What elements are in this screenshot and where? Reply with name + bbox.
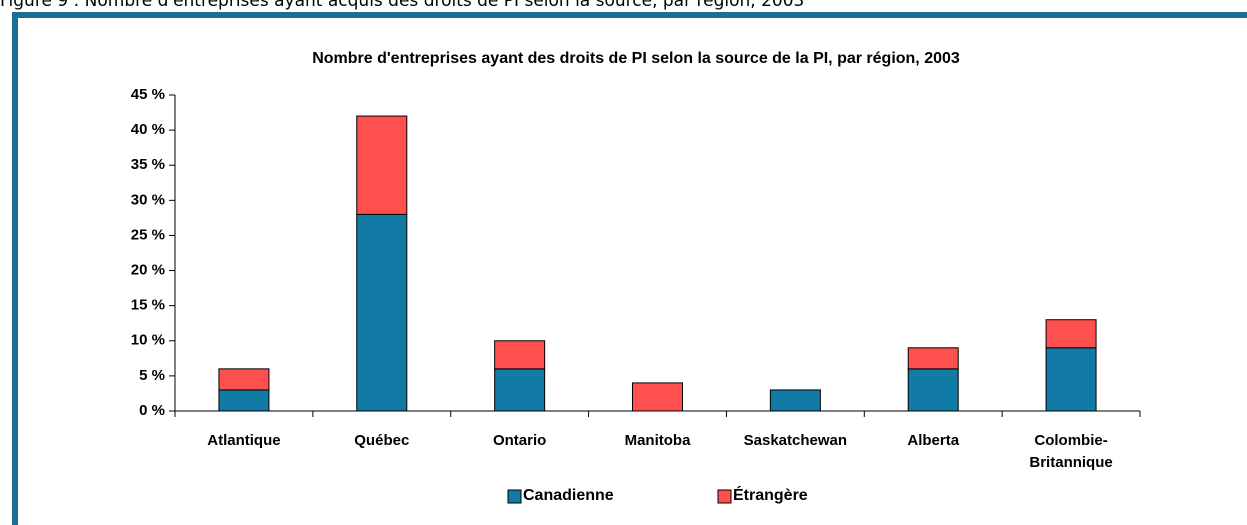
- x-tick-label: Québec: [354, 432, 410, 449]
- x-tick-label: Saskatchewan: [743, 432, 848, 449]
- legend-label: Canadienne: [523, 487, 614, 504]
- bar-segment: [769, 389, 821, 412]
- bar-segment: [218, 389, 270, 412]
- y-tick-label: 45 %: [131, 86, 165, 103]
- legend-swatch: [507, 489, 522, 504]
- y-tick-label: 30 %: [131, 191, 165, 208]
- bar-segment: [907, 368, 959, 412]
- y-tick-label: 40 %: [131, 121, 165, 138]
- legend-swatch: [717, 489, 732, 504]
- y-tick-label: 20 %: [131, 262, 165, 279]
- bar-segment: [356, 115, 408, 215]
- bar-segment: [356, 213, 408, 412]
- x-tick-label: Manitoba: [624, 432, 691, 449]
- bar-segment: [494, 368, 546, 412]
- y-tick-label: 0 %: [139, 402, 165, 419]
- bar-segment: [218, 368, 270, 391]
- y-tick-label: 5 %: [139, 367, 165, 384]
- frame-border: [12, 12, 1247, 18]
- figure-caption: Figure 9 : Nombre d'entreprises ayant ac…: [0, 0, 805, 11]
- bar-segment: [494, 340, 546, 370]
- y-tick-label: 25 %: [131, 226, 165, 243]
- x-tick-label: Colombie-Britannique: [1029, 432, 1113, 471]
- x-tick-label: Alberta: [907, 432, 960, 449]
- legend-label: Étrangère: [733, 487, 808, 504]
- bar-segment: [632, 382, 683, 412]
- y-tick-label: 10 %: [131, 332, 165, 349]
- x-tick-label: Atlantique: [207, 432, 281, 449]
- y-tick-label: 35 %: [131, 156, 165, 173]
- bar-segment: [1045, 347, 1097, 412]
- x-tick-label: Ontario: [492, 432, 547, 449]
- bar-segment: [1045, 319, 1097, 349]
- chart-title: Nombre d'entreprises ayant des droits de…: [312, 50, 960, 67]
- bar-segment: [907, 347, 959, 370]
- frame-border: [12, 12, 18, 525]
- y-tick-label: 15 %: [131, 297, 165, 314]
